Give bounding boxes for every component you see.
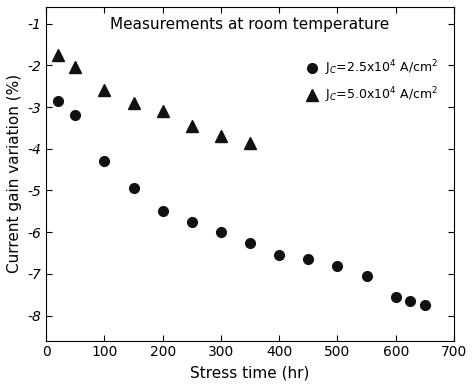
J$_C$=5.0x10$^4$ A/cm$^2$ xyxy=(55,53,61,57)
J$_C$=5.0x10$^4$ A/cm$^2$ xyxy=(189,123,195,128)
J$_C$=2.5x10$^4$ A/cm$^2$ xyxy=(276,253,282,257)
J$_C$=5.0x10$^4$ A/cm$^2$ xyxy=(73,65,78,70)
J$_C$=2.5x10$^4$ A/cm$^2$ xyxy=(101,159,107,164)
J$_C$=2.5x10$^4$ A/cm$^2$ xyxy=(408,299,413,303)
Line: J$_C$=2.5x10$^4$ A/cm$^2$: J$_C$=2.5x10$^4$ A/cm$^2$ xyxy=(53,96,429,310)
J$_C$=2.5x10$^4$ A/cm$^2$ xyxy=(73,113,78,118)
J$_C$=2.5x10$^4$ A/cm$^2$ xyxy=(422,303,428,308)
J$_C$=2.5x10$^4$ A/cm$^2$ xyxy=(393,295,399,299)
J$_C$=5.0x10$^4$ A/cm$^2$ xyxy=(247,140,253,145)
J$_C$=2.5x10$^4$ A/cm$^2$ xyxy=(335,263,340,268)
J$_C$=5.0x10$^4$ A/cm$^2$ xyxy=(101,88,107,93)
J$_C$=2.5x10$^4$ A/cm$^2$ xyxy=(131,186,137,191)
J$_C$=5.0x10$^4$ A/cm$^2$ xyxy=(218,134,224,139)
Line: J$_C$=5.0x10$^4$ A/cm$^2$: J$_C$=5.0x10$^4$ A/cm$^2$ xyxy=(52,50,255,148)
Text: Measurements at room temperature: Measurements at room temperature xyxy=(110,17,390,32)
J$_C$=2.5x10$^4$ A/cm$^2$ xyxy=(305,257,311,262)
X-axis label: Stress time (hr): Stress time (hr) xyxy=(191,365,310,380)
J$_C$=5.0x10$^4$ A/cm$^2$ xyxy=(131,101,137,105)
Legend: J$_C$=2.5x10$^4$ A/cm$^2$, J$_C$=5.0x10$^4$ A/cm$^2$: J$_C$=2.5x10$^4$ A/cm$^2$, J$_C$=5.0x10$… xyxy=(299,53,444,110)
J$_C$=2.5x10$^4$ A/cm$^2$ xyxy=(160,209,165,214)
J$_C$=2.5x10$^4$ A/cm$^2$ xyxy=(364,274,369,278)
J$_C$=5.0x10$^4$ A/cm$^2$ xyxy=(160,109,165,113)
J$_C$=2.5x10$^4$ A/cm$^2$ xyxy=(247,240,253,245)
J$_C$=2.5x10$^4$ A/cm$^2$ xyxy=(189,219,195,224)
J$_C$=2.5x10$^4$ A/cm$^2$ xyxy=(55,98,61,103)
J$_C$=2.5x10$^4$ A/cm$^2$ xyxy=(218,230,224,235)
Y-axis label: Current gain variation (%): Current gain variation (%) xyxy=(7,74,22,273)
